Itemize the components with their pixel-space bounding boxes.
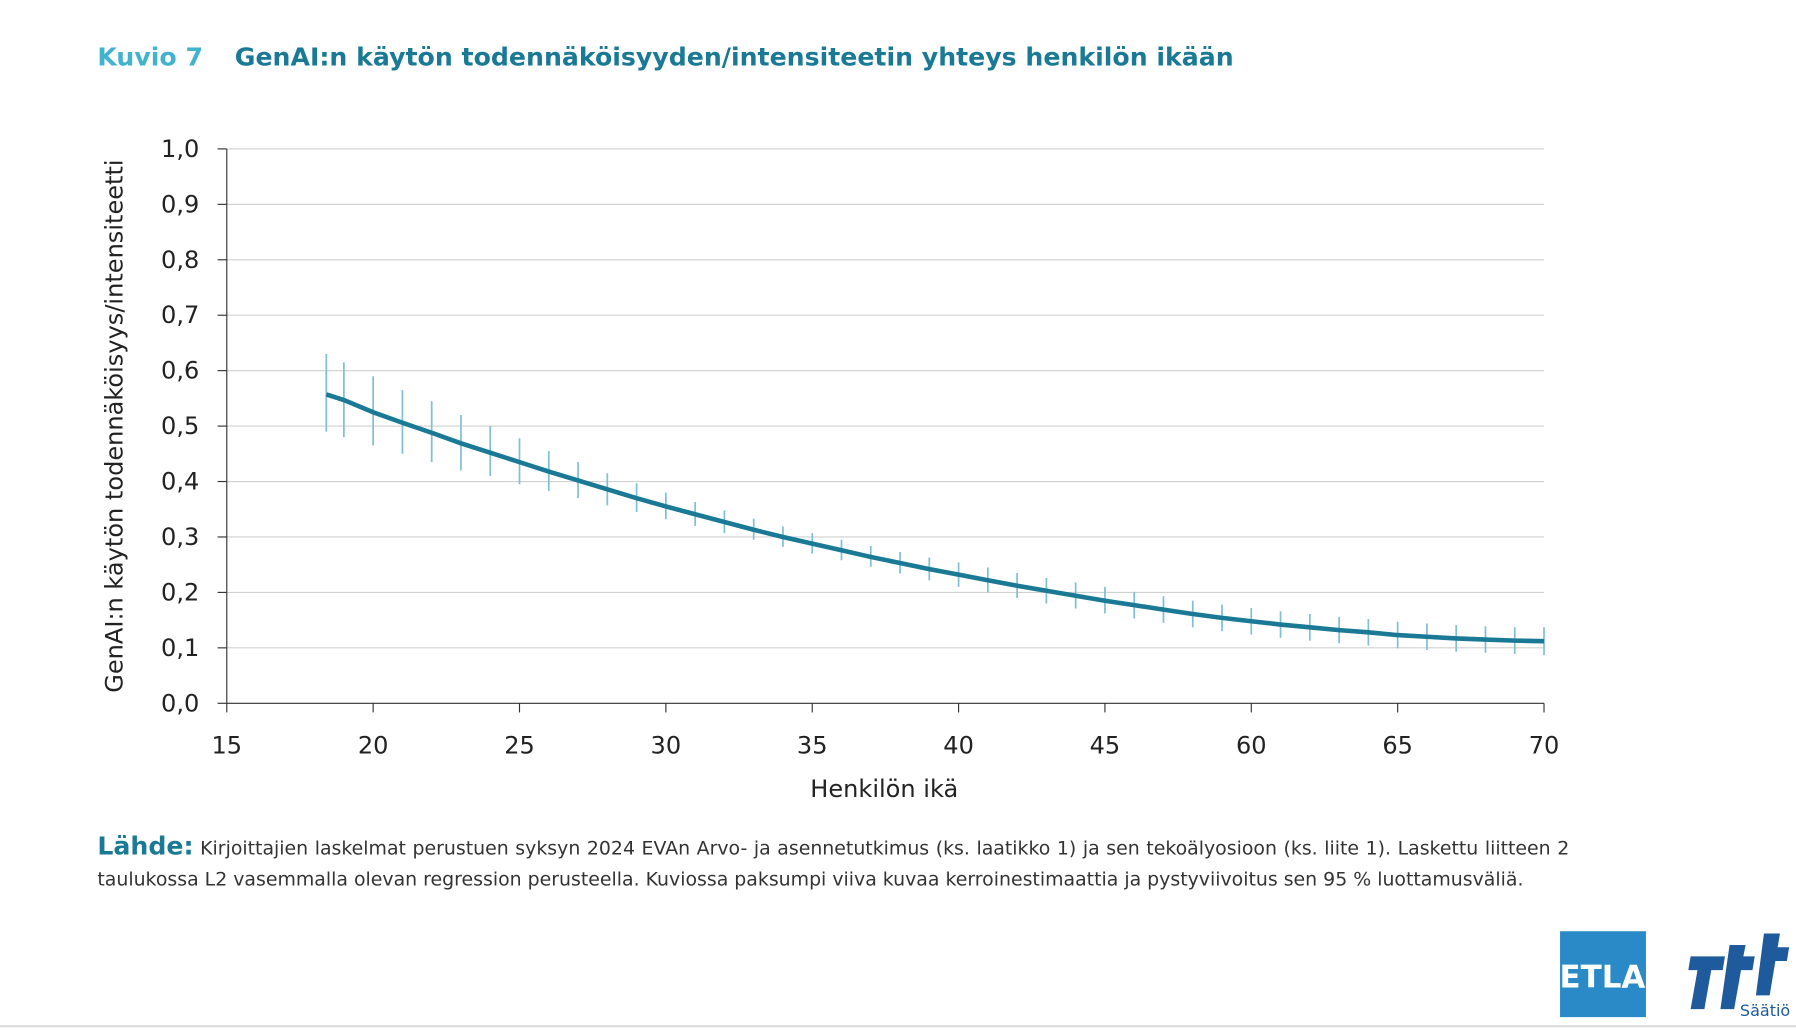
etla-logo-text: ETLA — [1560, 959, 1646, 995]
x-tick-label: 60 — [1236, 732, 1267, 760]
y-tick-label: 1,0 — [161, 135, 199, 163]
source-label: Lähde: — [97, 832, 194, 862]
estimate-line — [325, 392, 1545, 644]
y-tick-label: 0,8 — [161, 246, 199, 274]
x-tick-label: 20 — [358, 732, 389, 760]
x-tick-label: 45 — [1090, 732, 1121, 760]
source-text: Kirjoittajien laskelmat perustuen syksyn… — [97, 837, 1570, 890]
x-tick-label: 15 — [211, 732, 242, 760]
y-axis-label: GenAI:n käytön todennäköisyys/intensitee… — [101, 159, 129, 692]
y-tick-label: 0,9 — [161, 190, 199, 218]
x-tick-label: 35 — [797, 732, 828, 760]
x-tick-label: 70 — [1529, 732, 1560, 760]
x-tick-label: 30 — [651, 732, 682, 760]
y-tick-label: 0,0 — [161, 689, 199, 717]
chart-title: GenAI:n käytön todennäköisyyden/intensit… — [235, 42, 1234, 71]
x-tick-label: 40 — [943, 732, 974, 760]
x-axis-label: Henkilön ikä — [810, 775, 958, 803]
figure-label: Kuvio 7 — [97, 42, 203, 71]
x-tick-label: 65 — [1382, 732, 1413, 760]
y-tick-label: 0,6 — [161, 357, 199, 385]
y-tick-label: 0,3 — [161, 523, 199, 551]
source-note: Lähde: Kirjoittajien laskelmat perustuen… — [97, 832, 1569, 895]
y-tick-label: 0,1 — [161, 634, 199, 662]
saatio-logo-text: Säätiö — [1740, 1001, 1790, 1020]
x-tick-label: 25 — [504, 732, 535, 760]
y-tick-label: 0,4 — [161, 468, 199, 496]
saatio-logo-mark — [1688, 933, 1790, 1010]
y-tick-label: 0,7 — [161, 301, 199, 329]
etla-logo — [1560, 931, 1646, 1018]
y-tick-label: 0,5 — [161, 412, 199, 440]
y-tick-label: 0,2 — [161, 578, 199, 606]
